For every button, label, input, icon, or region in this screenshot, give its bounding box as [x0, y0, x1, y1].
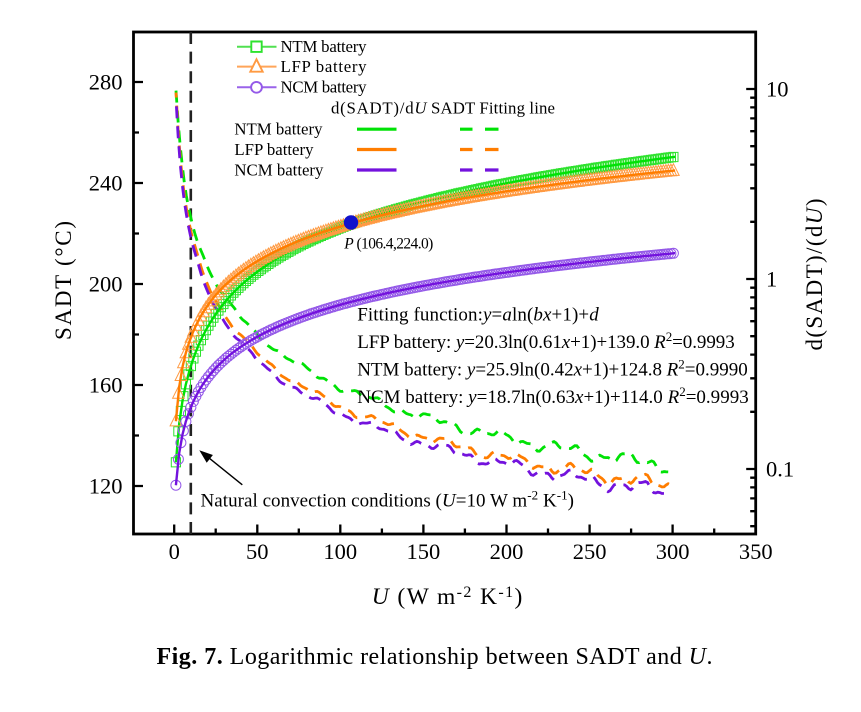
svg-text:1: 1 [766, 266, 777, 291]
svg-text:LFP battery: LFP battery [281, 57, 368, 76]
svg-text:LFP battery: LFP battery [234, 140, 314, 159]
svg-text:NCM battery: NCM battery [281, 78, 368, 97]
svg-text:250: 250 [573, 539, 607, 564]
svg-text:120: 120 [89, 473, 123, 498]
svg-text:P (106.4,224.0): P (106.4,224.0) [343, 236, 433, 253]
svg-text:240: 240 [89, 170, 123, 195]
svg-text:NTM battery: NTM battery [234, 120, 323, 139]
svg-text:Fitting function:y=aln(bx+1)+d: Fitting function:y=aln(bx+1)+d [357, 305, 599, 326]
svg-text:d(SADT)/dU: d(SADT)/dU [331, 99, 428, 118]
svg-text:U (W m-2 K-1): U (W m-2 K-1) [372, 584, 523, 610]
svg-text:NCM battery: y=18.7ln(0.63x+1): NCM battery: y=18.7ln(0.63x+1)+114.0 R2=… [357, 384, 749, 408]
svg-text:300: 300 [656, 539, 690, 564]
svg-text:150: 150 [407, 539, 441, 564]
svg-text:LFP battery: y=20.3ln(0.61x+1): LFP battery: y=20.3ln(0.61x+1)+139.0 R2=… [357, 329, 735, 353]
svg-text:NTM battery: NTM battery [281, 37, 368, 56]
svg-text:0.1: 0.1 [766, 456, 794, 481]
svg-text:NCM battery: NCM battery [234, 160, 324, 179]
svg-text:SADT Fitting line: SADT Fitting line [431, 99, 555, 118]
svg-text:200: 200 [89, 271, 123, 296]
svg-text:50: 50 [246, 539, 269, 564]
svg-text:160: 160 [89, 372, 123, 397]
svg-text:100: 100 [323, 539, 357, 564]
svg-text:10: 10 [766, 76, 789, 101]
svg-text:280: 280 [89, 69, 123, 94]
svg-text:350: 350 [739, 539, 773, 564]
svg-text:SADT (°C): SADT (°C) [51, 221, 76, 340]
svg-text:Fig. 7. Logarithmic relations: Fig. 7. Logarithmic relationship between… [157, 644, 713, 670]
svg-text:d(SADT)/(dU): d(SADT)/(dU) [802, 199, 827, 351]
svg-text:0: 0 [169, 539, 180, 564]
svg-text:Natural convection conditions: Natural convection conditions (U=10 W m-… [201, 488, 575, 512]
svg-text:NTM battery: y=25.9ln(0.42x+1): NTM battery: y=25.9ln(0.42x+1)+124.8 R2=… [357, 357, 748, 381]
svg-text:200: 200 [490, 539, 524, 564]
